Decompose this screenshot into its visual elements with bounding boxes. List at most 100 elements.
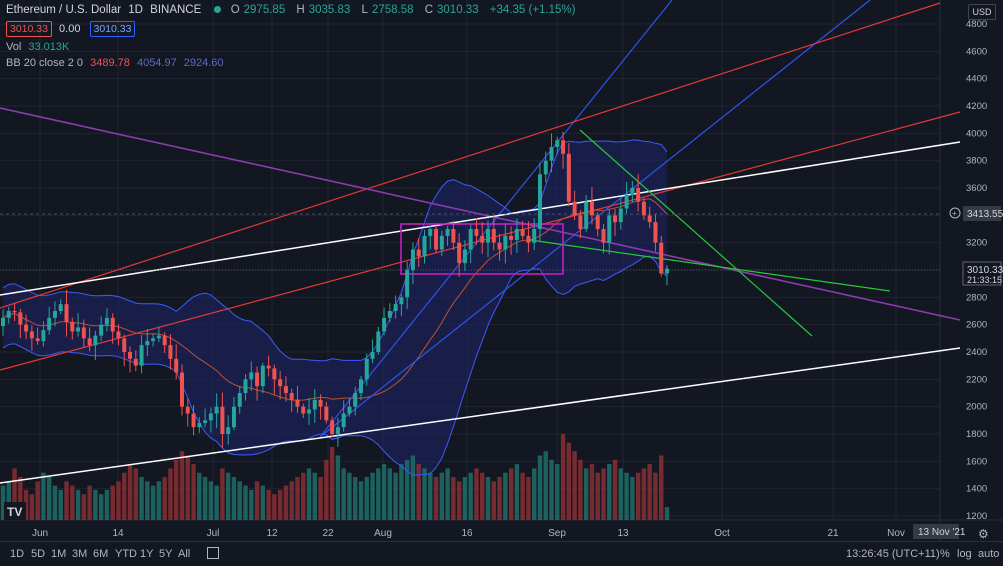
volume-bar <box>353 477 358 520</box>
candle-body <box>301 406 306 414</box>
calendar-icon[interactable] <box>207 547 219 559</box>
candlesticks <box>1 131 669 448</box>
volume-bar <box>231 477 237 520</box>
price-chart[interactable]: 1200140016001800200022002400260028003000… <box>0 0 1003 541</box>
range-button-5d[interactable]: 5D <box>31 548 46 560</box>
volume-bar <box>566 442 572 520</box>
volume-bar <box>376 468 381 520</box>
range-button-ytd[interactable]: YTD <box>115 548 137 560</box>
volume-bar <box>283 485 289 520</box>
volume-bar <box>35 481 40 520</box>
candle-body <box>168 345 173 359</box>
candle-body <box>399 297 404 305</box>
volume-bar <box>624 472 629 520</box>
price-axis-tick: 1800 <box>966 429 987 440</box>
tradingview-logo: TV <box>4 502 26 520</box>
range-button-all[interactable]: All <box>178 548 191 560</box>
volume-bar <box>416 464 421 520</box>
range-button-6m[interactable]: 6M <box>93 548 109 560</box>
chart-settings-gear-icon[interactable]: ⚙ <box>978 527 989 541</box>
range-button-1m[interactable]: 1M <box>51 548 67 560</box>
volume-bar <box>607 464 612 520</box>
volume-bar <box>133 468 138 520</box>
buy-price-box[interactable]: 3010.33 <box>89 21 136 37</box>
symbol-legend[interactable]: Ethereum / U.S. Dollar 1D BINANCE O 2975.… <box>6 4 579 16</box>
candle-body <box>237 393 242 407</box>
candle-body <box>35 338 40 342</box>
candle-body <box>636 188 641 202</box>
candle-body <box>58 304 63 311</box>
interval-label[interactable]: 1D <box>128 4 143 16</box>
volume-bar <box>468 472 473 520</box>
price-axis-tick: 1200 <box>966 511 987 522</box>
volume-bar <box>387 468 393 520</box>
candle-body <box>220 406 225 434</box>
date-tag: 13 Nov '21 <box>913 524 966 539</box>
candle-body <box>197 423 202 428</box>
candle-body <box>76 327 81 332</box>
range-button-1d[interactable]: 1D <box>10 548 25 560</box>
volume-bar <box>485 477 491 520</box>
svg-text:+: + <box>952 209 957 218</box>
candle-body <box>104 317 109 325</box>
crosshair-price-label: 3413.55 <box>967 209 1003 220</box>
volume-bar <box>630 477 635 520</box>
price-axis-tick: 2800 <box>966 292 987 303</box>
price-axis[interactable]: 1200140016001800200022002400260028003000… <box>966 19 987 522</box>
trendline-blue-2 <box>319 0 871 438</box>
candle-body <box>497 242 502 250</box>
volume-bar <box>474 468 479 520</box>
volume-bar <box>243 485 248 520</box>
volume-bar <box>595 472 600 520</box>
candle-body <box>393 304 398 311</box>
candle-body <box>514 229 519 240</box>
candle-body <box>272 368 277 380</box>
candle-body <box>12 311 17 313</box>
volume-bar <box>560 434 566 520</box>
volume-bar <box>225 472 231 520</box>
candle-body <box>370 352 375 359</box>
candle-body <box>1 317 5 327</box>
volume-bar <box>399 464 404 520</box>
range-button-3m[interactable]: 3M <box>72 548 88 560</box>
volume-bar <box>110 485 115 520</box>
crosshair-price-tag: + 3413.55 <box>949 206 1003 221</box>
candle-body <box>618 208 623 223</box>
time-axis[interactable]: Jun 14 Jul 12 22 Aug 16 Sep 13 Oct 21 Nov <box>32 528 905 539</box>
candle-body <box>647 215 652 223</box>
candle-body <box>520 229 525 236</box>
auto-scale-toggle[interactable]: auto <box>978 548 1000 560</box>
percent-scale-toggle[interactable]: % <box>940 548 950 560</box>
time-axis-tick: Sep <box>548 528 566 539</box>
candle-body <box>203 420 208 424</box>
candle-body <box>226 427 231 434</box>
symbol-name[interactable]: Ethereum / U.S. Dollar <box>6 4 122 16</box>
bollinger-legend[interactable]: BB 20 close 2 0 3489.78 4054.97 2924.60 <box>6 57 228 69</box>
volume-bar <box>214 485 219 520</box>
volume-bar <box>6 481 11 520</box>
candle-body <box>566 153 571 202</box>
candle-body <box>595 215 600 229</box>
volume-bar <box>139 477 144 520</box>
currency-selector[interactable]: USD <box>968 4 996 20</box>
candle-body <box>572 201 577 216</box>
volume-bar <box>295 477 300 520</box>
candle-body <box>624 194 629 209</box>
volume-bar <box>70 485 75 520</box>
volume-legend[interactable]: Vol 33.013K <box>6 41 73 53</box>
candle-body <box>376 331 381 352</box>
range-button-5y[interactable]: 5Y <box>159 548 173 560</box>
time-axis-tick: 22 <box>322 528 334 539</box>
candle-body <box>318 399 323 407</box>
bar-countdown-label: 21:33:15 <box>967 275 1002 285</box>
bb-basis-value: 3489.78 <box>90 57 130 69</box>
log-scale-toggle[interactable]: log <box>957 548 972 560</box>
candle-body <box>659 242 664 274</box>
sell-price-box[interactable]: 3010.33 <box>6 21 52 37</box>
timezone-clock[interactable]: 13:26:45 (UTC+11) <box>846 548 940 560</box>
range-button-1y[interactable]: 1Y <box>140 548 154 560</box>
candle-body <box>613 215 618 223</box>
volume-bar <box>618 468 624 520</box>
volume-bar <box>260 485 266 520</box>
candle-body <box>29 331 34 339</box>
